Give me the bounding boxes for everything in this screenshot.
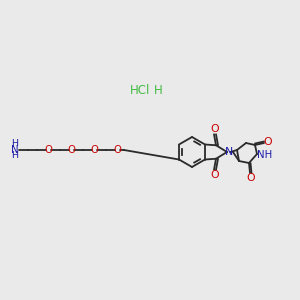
Text: H: H bbox=[154, 83, 162, 97]
Text: H: H bbox=[11, 152, 19, 160]
Text: O: O bbox=[246, 173, 255, 183]
Text: O: O bbox=[113, 145, 122, 155]
Text: O: O bbox=[211, 124, 219, 134]
Text: O: O bbox=[211, 170, 219, 180]
Text: O: O bbox=[68, 145, 76, 155]
Text: N: N bbox=[225, 147, 233, 157]
Text: O: O bbox=[44, 145, 52, 155]
Text: O: O bbox=[264, 137, 272, 147]
Text: N: N bbox=[11, 145, 19, 155]
Text: O: O bbox=[91, 145, 98, 155]
Text: H: H bbox=[11, 140, 19, 148]
Text: HCl: HCl bbox=[130, 83, 150, 97]
Text: NH: NH bbox=[257, 150, 273, 160]
